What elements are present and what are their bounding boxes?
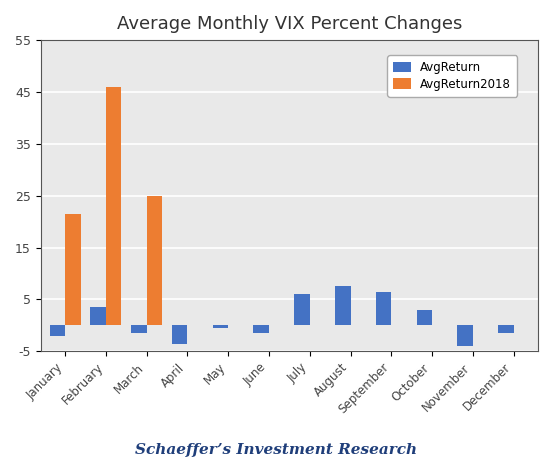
Legend: AvgReturn, AvgReturn2018: AvgReturn, AvgReturn2018 bbox=[387, 56, 517, 97]
Bar bbox=[253, 325, 269, 333]
Bar bbox=[65, 214, 81, 325]
Bar bbox=[147, 196, 162, 325]
Bar bbox=[213, 325, 228, 328]
Bar bbox=[457, 325, 473, 346]
Bar bbox=[91, 307, 106, 325]
Bar bbox=[335, 286, 351, 325]
Text: Schaeffer’s Investment Research: Schaeffer’s Investment Research bbox=[135, 443, 418, 458]
Bar bbox=[106, 87, 122, 325]
Bar bbox=[416, 310, 432, 325]
Bar bbox=[498, 325, 514, 333]
Bar bbox=[172, 325, 187, 343]
Bar bbox=[50, 325, 65, 336]
Bar bbox=[376, 291, 392, 325]
Title: Average Monthly VIX Percent Changes: Average Monthly VIX Percent Changes bbox=[117, 15, 462, 33]
Bar bbox=[131, 325, 147, 333]
Bar bbox=[294, 294, 310, 325]
